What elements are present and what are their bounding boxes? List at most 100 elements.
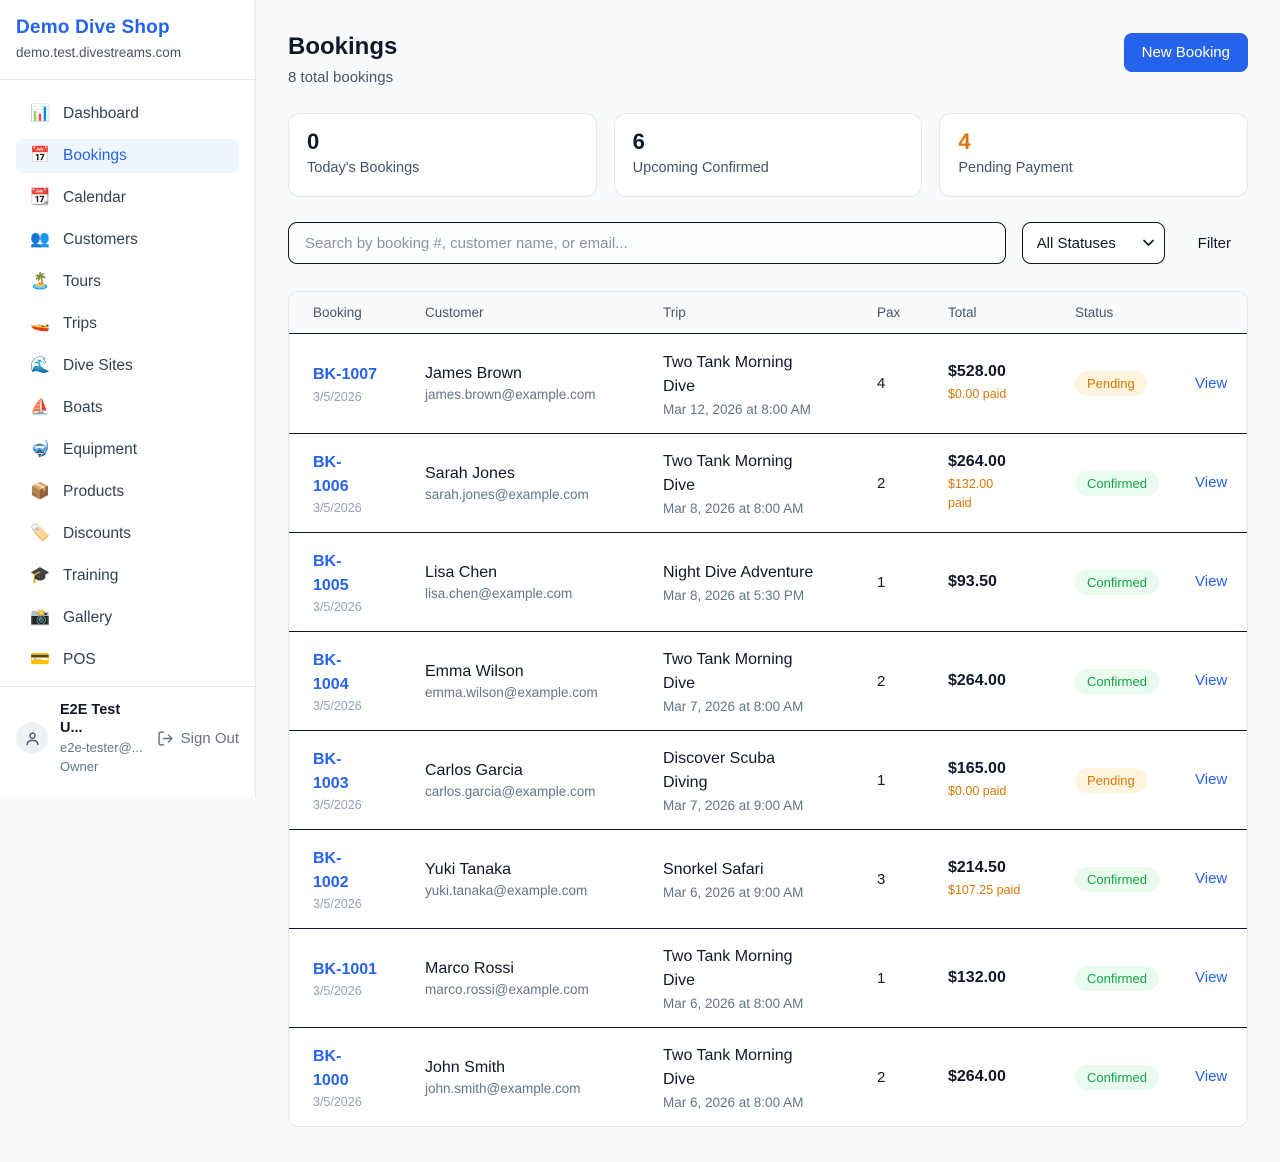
- column-header-customer: Customer: [425, 305, 484, 320]
- sidebar-item[interactable]: 📅 Bookings: [16, 139, 239, 173]
- booking-cell: BK-1007 3/5/2026: [313, 363, 425, 403]
- sidebar-item[interactable]: 📦 Products: [16, 475, 239, 509]
- user-email: e2e-tester@...: [60, 740, 143, 756]
- sidebar-item[interactable]: 🏷️ Discounts: [16, 517, 239, 551]
- equipment-mask-icon: 🤿: [30, 441, 50, 458]
- user-icon: [25, 732, 39, 745]
- booking-id-link[interactable]: BK- 1002: [313, 850, 349, 891]
- sign-out-button[interactable]: Sign Out: [157, 730, 239, 747]
- shop-domain: demo.test.divestreams.com: [16, 45, 182, 60]
- customer-email: carlos.garcia@example.com: [425, 783, 596, 799]
- sidebar-item-label: POS: [63, 651, 96, 668]
- column-header-booking: Booking: [313, 305, 362, 320]
- total-amount: $165.00: [948, 759, 1006, 777]
- total-cell: $165.00 $0.00 paid: [948, 760, 1075, 801]
- new-booking-button[interactable]: New Booking: [1123, 33, 1248, 72]
- view-link[interactable]: View: [1195, 1068, 1228, 1085]
- status-filter-select[interactable]: All Statuses: [1021, 222, 1165, 264]
- sidebar-item[interactable]: 🌊 Dive Sites: [16, 349, 239, 383]
- booking-id-link[interactable]: BK- 1000: [313, 1048, 349, 1089]
- sidebar-item[interactable]: 📆 Calendar: [16, 181, 239, 215]
- sidebar-item-label: Discounts: [63, 525, 132, 542]
- status-badge: Confirmed: [1075, 470, 1159, 496]
- table-body: BK-1007 3/5/2026 James Brown james.brown…: [289, 334, 1247, 1126]
- sidebar-item[interactable]: 👥 Customers: [16, 223, 239, 257]
- booking-cell: BK- 1003 3/5/2026: [313, 748, 425, 811]
- status-cell: Confirmed: [1075, 1064, 1195, 1090]
- booking-id-link[interactable]: BK- 1006: [313, 454, 349, 495]
- sidebar-item[interactable]: 📸 Gallery: [16, 601, 239, 635]
- sidebar-item[interactable]: 🤿 Equipment: [16, 433, 239, 467]
- booking-id-link[interactable]: BK-1007: [313, 366, 378, 384]
- pax-count: 1: [877, 969, 886, 987]
- booking-created-date: 3/5/2026: [313, 797, 362, 812]
- booking-id-link[interactable]: BK- 1005: [313, 553, 349, 594]
- status-badge: Pending: [1075, 767, 1147, 793]
- total-cell: $264.00: [948, 1068, 1075, 1086]
- paid-amount: $0.00 paid: [948, 783, 1007, 798]
- sign-out-label: Sign Out: [180, 729, 239, 747]
- sidebar-item-label: Dashboard: [63, 105, 139, 122]
- pax-count: 1: [877, 573, 886, 591]
- status-cell: Pending: [1075, 767, 1195, 793]
- view-link[interactable]: View: [1195, 374, 1228, 392]
- booking-cell: BK- 1006 3/5/2026: [313, 451, 425, 514]
- view-link[interactable]: View: [1195, 672, 1228, 689]
- sidebar-item-label: Customers: [63, 231, 138, 248]
- customer-email: yuki.tanaka@example.com: [425, 882, 588, 898]
- calendar-icon: 📆: [30, 189, 50, 206]
- avatar: [16, 722, 48, 755]
- table-row: BK- 1000 3/5/2026 John Smith john.smith@…: [289, 1027, 1247, 1126]
- trip-cell: Snorkel Safari Mar 6, 2026 at 9:00 AM: [663, 858, 877, 900]
- training-cap-icon: 🎓: [30, 567, 50, 584]
- trip-name: Two Tank Morning Dive: [663, 1047, 793, 1088]
- search-input[interactable]: [288, 222, 1006, 264]
- sidebar-item-label: Trips: [63, 315, 97, 332]
- trip-datetime: Mar 6, 2026 at 8:00 AM: [663, 996, 804, 1011]
- view-link[interactable]: View: [1195, 474, 1228, 491]
- pax-count: 3: [877, 870, 886, 888]
- sidebar-item[interactable]: 💳 POS: [16, 643, 239, 677]
- page-title-block: Bookings 8 total bookings: [288, 33, 397, 86]
- sidebar-item[interactable]: ⛵ Boats: [16, 391, 239, 425]
- user-name: E2E Test U...: [60, 701, 121, 737]
- view-link[interactable]: View: [1195, 870, 1228, 887]
- view-link[interactable]: View: [1195, 573, 1228, 590]
- total-amount: $214.50: [948, 858, 1006, 876]
- view-link[interactable]: View: [1195, 969, 1228, 986]
- trip-name: Two Tank Morning Dive: [663, 453, 793, 494]
- booking-id-link[interactable]: BK- 1003: [313, 751, 349, 792]
- total-amount: $93.50: [948, 573, 997, 590]
- sidebar-item[interactable]: 🚤 Trips: [16, 307, 239, 341]
- booking-id-link[interactable]: BK-1001: [313, 960, 378, 978]
- actions-cell: View: [1195, 771, 1227, 789]
- stat-card: 6 Upcoming Confirmed: [613, 113, 923, 197]
- trip-cell: Two Tank Morning Dive Mar 6, 2026 at 8:0…: [663, 1044, 877, 1110]
- customer-name: John Smith: [425, 1058, 506, 1076]
- booking-created-date: 3/5/2026: [313, 984, 362, 999]
- sidebar: Demo Dive Shop demo.test.divestreams.com…: [0, 0, 256, 798]
- sidebar-item-label: Equipment: [63, 441, 138, 458]
- stat-card: 4 Pending Payment: [939, 113, 1248, 197]
- table-row: BK-1007 3/5/2026 James Brown james.brown…: [289, 334, 1247, 433]
- trip-name: Discover Scuba Diving: [663, 750, 776, 791]
- customer-cell: Sarah Jones sarah.jones@example.com: [425, 465, 663, 502]
- booking-created-date: 3/5/2026: [313, 389, 362, 404]
- customer-cell: Lisa Chen lisa.chen@example.com: [425, 564, 663, 601]
- customer-cell: Yuki Tanaka yuki.tanaka@example.com: [425, 861, 663, 898]
- status-cell: Confirmed: [1075, 569, 1195, 595]
- user-meta: E2E Test U... e2e-tester@... Owner: [60, 701, 145, 776]
- status-cell: Confirmed: [1075, 470, 1195, 496]
- total-cell: $93.50: [948, 573, 1075, 591]
- actions-cell: View: [1195, 573, 1227, 591]
- sidebar-item[interactable]: 🎓 Training: [16, 559, 239, 593]
- trip-cell: Two Tank Morning Dive Mar 7, 2026 at 8:0…: [663, 648, 877, 714]
- sidebar-item[interactable]: 🏝️ Tours: [16, 265, 239, 299]
- view-link[interactable]: View: [1195, 771, 1228, 788]
- customer-email: lisa.chen@example.com: [425, 585, 573, 601]
- booking-id-link[interactable]: BK- 1004: [313, 652, 349, 693]
- customer-email: emma.wilson@example.com: [425, 684, 598, 700]
- trip-name: Two Tank Morning Dive: [663, 948, 793, 989]
- filter-button[interactable]: Filter: [1181, 225, 1248, 262]
- sidebar-item[interactable]: 📊 Dashboard: [16, 97, 239, 131]
